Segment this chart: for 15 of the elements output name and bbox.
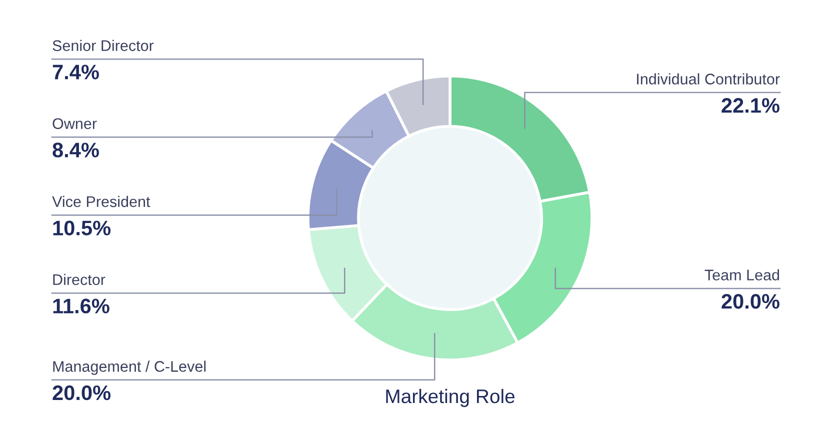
slice-label: Owner: [52, 118, 97, 130]
data-label: 20.0%: [722, 294, 780, 309]
data-label: 7.4%: [52, 64, 99, 80]
data-label: 22.1%: [722, 98, 780, 113]
data-label: 10.5%: [53, 220, 111, 236]
slice-label: Senior Director: [52, 40, 154, 52]
data-label: 11.6%: [53, 298, 110, 314]
slice-label: Management / C-Level: [53, 360, 206, 375]
data-label: 20.0%: [52, 385, 111, 400]
slice-label: Team Lead: [704, 269, 780, 280]
slice-label: Director: [53, 274, 106, 286]
slice-label: Individual Contributor: [637, 73, 780, 84]
slice-label: Vice President: [52, 196, 150, 208]
data-label: 8.4%: [52, 142, 99, 158]
text: Marketing Role: [386, 388, 515, 408]
